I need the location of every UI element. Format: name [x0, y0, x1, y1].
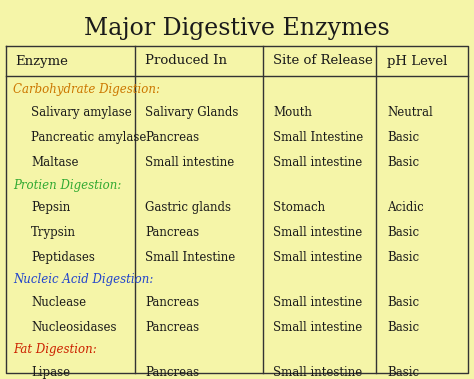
Text: Protien Digestion:: Protien Digestion:	[13, 179, 121, 191]
Text: Peptidases: Peptidases	[31, 251, 95, 264]
Text: Pancreas: Pancreas	[145, 366, 199, 379]
Text: Small Intestine: Small Intestine	[145, 251, 235, 264]
Text: Basic: Basic	[387, 226, 419, 239]
Text: Small intestine: Small intestine	[273, 251, 362, 264]
Text: Mouth: Mouth	[273, 106, 312, 119]
Text: Pancreas: Pancreas	[145, 296, 199, 309]
Text: Pepsin: Pepsin	[31, 201, 70, 214]
Text: Maltase: Maltase	[31, 156, 79, 169]
Text: Basic: Basic	[387, 156, 419, 169]
Text: pH Level: pH Level	[387, 55, 447, 67]
Text: Small intestine: Small intestine	[273, 321, 362, 334]
Text: Salivary amylase: Salivary amylase	[31, 106, 132, 119]
Text: Small intestine: Small intestine	[273, 296, 362, 309]
Text: Small intestine: Small intestine	[273, 226, 362, 239]
Text: Major Digestive Enzymes: Major Digestive Enzymes	[84, 17, 390, 39]
Text: Pancreas: Pancreas	[145, 226, 199, 239]
Text: Gastric glands: Gastric glands	[145, 201, 231, 214]
Text: Basic: Basic	[387, 131, 419, 144]
Text: Salivary Glands: Salivary Glands	[145, 106, 238, 119]
Text: Lipase: Lipase	[31, 366, 70, 379]
Text: Pancreatic amylase: Pancreatic amylase	[31, 131, 146, 144]
Text: Basic: Basic	[387, 251, 419, 264]
Text: Carbohydrate Digestion:: Carbohydrate Digestion:	[13, 83, 160, 97]
Text: Stomach: Stomach	[273, 201, 325, 214]
Text: Site of Release: Site of Release	[273, 55, 373, 67]
Text: Nucleosidases: Nucleosidases	[31, 321, 117, 334]
Text: Small intestine: Small intestine	[273, 366, 362, 379]
Text: Basic: Basic	[387, 321, 419, 334]
Text: Nucleic Acid Digestion:: Nucleic Acid Digestion:	[13, 274, 154, 287]
Text: Basic: Basic	[387, 296, 419, 309]
Text: Small intestine: Small intestine	[273, 156, 362, 169]
Text: Fat Digestion:: Fat Digestion:	[13, 343, 97, 357]
Text: Acidic: Acidic	[387, 201, 424, 214]
Text: Enzyme: Enzyme	[15, 55, 68, 67]
Text: Trypsin: Trypsin	[31, 226, 76, 239]
Text: Produced In: Produced In	[145, 55, 227, 67]
Text: Pancreas: Pancreas	[145, 321, 199, 334]
Text: Basic: Basic	[387, 366, 419, 379]
Text: Small Intestine: Small Intestine	[273, 131, 363, 144]
Text: Pancreas: Pancreas	[145, 131, 199, 144]
Text: Small intestine: Small intestine	[145, 156, 234, 169]
Text: Neutral: Neutral	[387, 106, 433, 119]
Text: Nuclease: Nuclease	[31, 296, 86, 309]
